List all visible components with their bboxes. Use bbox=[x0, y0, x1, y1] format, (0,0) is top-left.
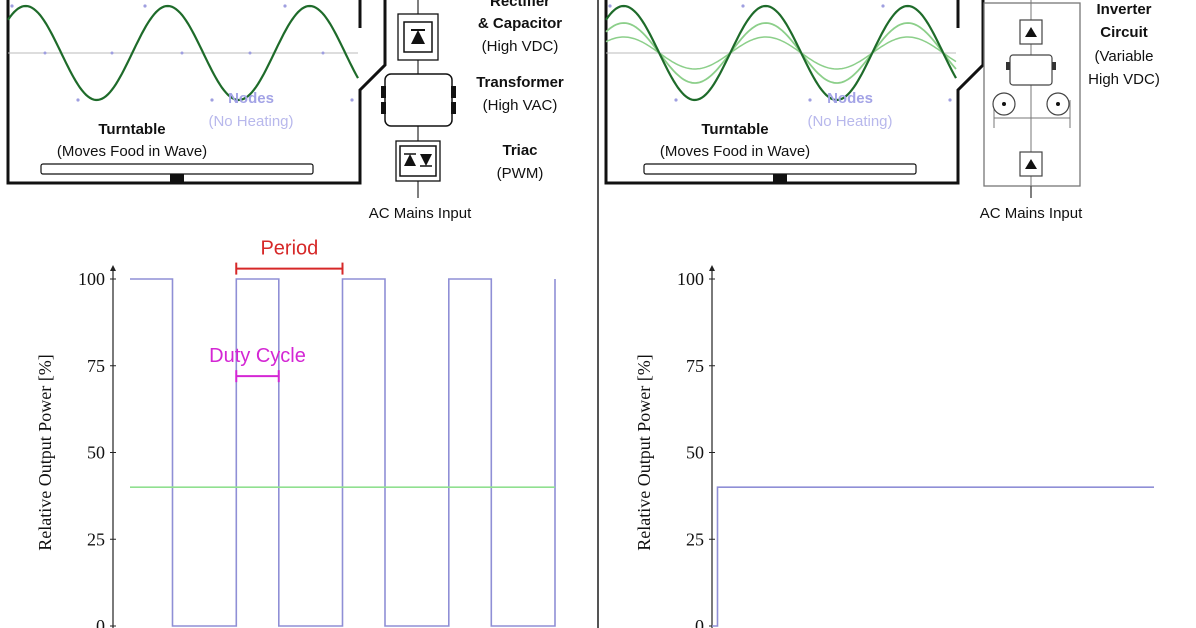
left-turntable-motor bbox=[170, 174, 184, 183]
inverter-desc-2: High VDC) bbox=[1088, 71, 1160, 88]
node-marker bbox=[741, 4, 745, 8]
right-waves bbox=[605, 4, 957, 102]
right-turntable-desc: (Moves Food in Wave) bbox=[660, 143, 810, 160]
left-nodes-desc: (No Heating) bbox=[208, 113, 293, 130]
node-marker bbox=[110, 51, 114, 55]
node-marker bbox=[210, 98, 214, 102]
right-inverter-chart: 0 25 50 75 100 Relative Output Power [%] bbox=[634, 265, 1154, 628]
y-tick-label: 25 bbox=[686, 529, 704, 549]
left-cavity-outline bbox=[6, 0, 387, 185]
rectifier-title-1: Rectifier bbox=[490, 0, 550, 10]
left-pwm-chart: 0 25 50 75 100 Relative Output Power [%] Perio… bbox=[35, 238, 556, 628]
right-panel: Turntable (Moves Food in Wave) Nodes (No… bbox=[604, 0, 1160, 628]
inverter-diode-bottom-icon bbox=[1025, 159, 1037, 169]
rectifier-desc: (High VDC) bbox=[482, 38, 559, 55]
left-nodes-title: Nodes bbox=[228, 90, 274, 107]
node-marker bbox=[76, 98, 80, 102]
node-marker bbox=[808, 98, 812, 102]
node-marker bbox=[180, 51, 184, 55]
node-marker bbox=[10, 4, 14, 8]
y-tick-label: 100 bbox=[78, 269, 105, 289]
inverter-circuit-block bbox=[983, 0, 1081, 198]
left-ac-mains-label: AC Mains Input bbox=[369, 205, 472, 222]
node-marker bbox=[881, 4, 885, 8]
right-nodes-title: Nodes bbox=[827, 90, 873, 107]
triac-title: Triac bbox=[502, 142, 537, 159]
inverter-title-1: Inverter bbox=[1096, 1, 1151, 18]
y-axis-arrow-icon bbox=[110, 265, 116, 271]
right-node-markers bbox=[608, 4, 952, 102]
standing-wave bbox=[7, 4, 359, 102]
left-turntable-title: Turntable bbox=[98, 121, 165, 138]
y-tick-label: 75 bbox=[686, 356, 704, 376]
left-wave bbox=[7, 4, 359, 102]
node-marker bbox=[143, 4, 147, 8]
right-turntable-motor bbox=[773, 174, 787, 183]
transformer-desc: (High VAC) bbox=[483, 97, 558, 114]
inverter-title-2: Circuit bbox=[1100, 24, 1148, 41]
inverter-diode-top-icon bbox=[1025, 27, 1037, 37]
left-node-markers bbox=[10, 4, 354, 102]
series-line-1 bbox=[130, 278, 556, 627]
transformer-block bbox=[381, 73, 456, 127]
right-turntable-plate bbox=[643, 163, 917, 175]
node-marker bbox=[248, 51, 252, 55]
node-marker bbox=[674, 98, 678, 102]
node-marker bbox=[283, 4, 287, 8]
annotation-label: Period bbox=[260, 238, 318, 260]
series-line-1 bbox=[712, 486, 1154, 627]
right-ac-mains-label: AC Mains Input bbox=[980, 205, 1083, 222]
diode-icon bbox=[411, 30, 425, 44]
right-cavity-outline bbox=[604, 0, 985, 185]
y-axis-label: Relative Output Power [%] bbox=[35, 354, 55, 550]
left-panel: Turntable (Moves Food in Wave) Nodes (No… bbox=[6, 0, 564, 628]
inverter-desc-1: (Variable bbox=[1095, 48, 1154, 65]
right-turntable-title: Turntable bbox=[701, 121, 768, 138]
standing-wave-2 bbox=[605, 22, 957, 84]
y-tick-label: 0 bbox=[695, 616, 704, 628]
standing-wave-1 bbox=[605, 36, 957, 70]
left-turntable-desc: (Moves Food in Wave) bbox=[57, 143, 207, 160]
standing-wave-3 bbox=[605, 4, 957, 102]
rectifier-title-2: & Capacitor bbox=[478, 15, 562, 32]
y-tick-label: 0 bbox=[96, 616, 105, 628]
y-axis-arrow-icon bbox=[709, 265, 715, 271]
triac-desc: (PWM) bbox=[497, 165, 544, 182]
node-marker bbox=[948, 98, 952, 102]
node-marker bbox=[43, 51, 47, 55]
y-axis-label: Relative Output Power [%] bbox=[634, 354, 654, 550]
transformer-title: Transformer bbox=[476, 74, 564, 91]
y-tick-label: 50 bbox=[686, 443, 704, 463]
triac-icon bbox=[404, 154, 416, 166]
node-marker bbox=[350, 98, 354, 102]
y-tick-label: 25 bbox=[87, 529, 105, 549]
y-tick-label: 100 bbox=[677, 269, 704, 289]
left-turntable-plate bbox=[40, 163, 314, 175]
rectifier-block bbox=[397, 13, 439, 61]
right-nodes-desc: (No Heating) bbox=[807, 113, 892, 130]
annotation-label: Duty Cycle bbox=[209, 345, 306, 367]
y-tick-label: 75 bbox=[87, 356, 105, 376]
node-marker bbox=[608, 4, 612, 8]
node-marker bbox=[321, 51, 325, 55]
triac-block bbox=[395, 140, 441, 182]
y-tick-label: 50 bbox=[87, 443, 105, 463]
